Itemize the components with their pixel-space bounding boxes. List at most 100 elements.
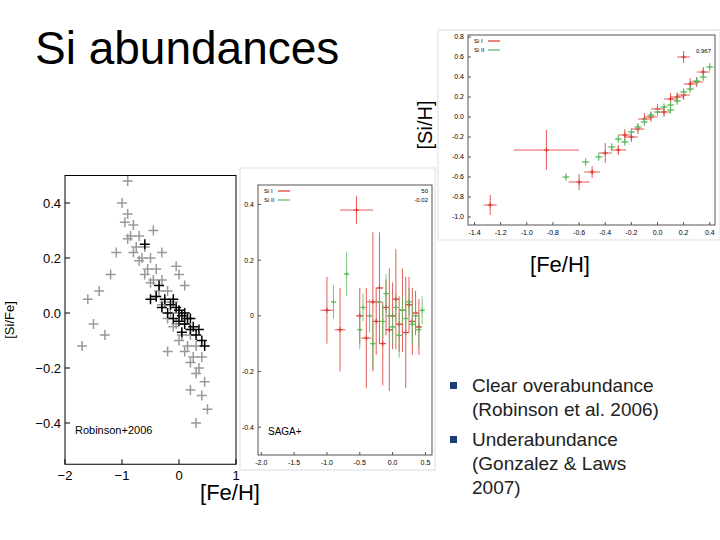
bullet-text: Underabundance (Gonzalez & Laws 2007): [472, 429, 626, 498]
x-tick-label: -0.2: [625, 229, 637, 236]
y-tick: [258, 427, 261, 428]
bullet-marker: [450, 382, 457, 389]
point: [146, 278, 156, 288]
point: [100, 330, 110, 340]
point: [203, 404, 213, 414]
point: [197, 352, 207, 362]
plot-frame: [258, 185, 432, 455]
legend-swatch: [488, 49, 500, 50]
legend-swatch: [278, 199, 290, 200]
chart-background: [438, 30, 720, 240]
y-axis-label: [Si/H]: [414, 101, 436, 150]
y-tick-label: 0.2: [244, 257, 254, 264]
y-tick: [468, 37, 471, 38]
y-tick: [468, 77, 471, 78]
x-tick-label: 0.5: [421, 459, 431, 466]
y-tick-label: 0.0: [454, 113, 464, 120]
point: [146, 253, 156, 263]
y-error-bar: [412, 288, 413, 355]
x-axis-label: [Fe/H]: [200, 480, 260, 505]
y-tick-label: 0.0: [43, 306, 61, 321]
x-tick: [474, 222, 475, 225]
y-tick-label: -0.2: [242, 368, 254, 375]
y-tick: [258, 315, 261, 316]
x-tick: [683, 222, 684, 225]
x-tick: [294, 452, 295, 455]
slide: Si abundances−2−1010.40.20.0−0.2−0.4Robi…: [0, 0, 720, 540]
point: [668, 108, 673, 113]
point: [596, 155, 601, 160]
point: [171, 261, 181, 271]
y-tick-label: 0.4: [454, 73, 464, 80]
point: [191, 369, 201, 379]
point: [324, 308, 329, 313]
series-1: [331, 252, 425, 369]
point: [380, 319, 385, 324]
x-tick: [326, 452, 327, 455]
point: [590, 170, 595, 175]
y-error-bar: [418, 299, 419, 355]
point: [629, 130, 634, 135]
point: [577, 180, 582, 185]
bullet-list: Clear overabundance (Robinson et al. 200…: [472, 374, 672, 506]
chart-2: -1.4-1.2-1.0-0.8-0.6-0.4-0.20.00.20.40.8…: [438, 30, 720, 240]
series-1: [562, 63, 714, 181]
y-tick: [468, 157, 471, 158]
legend-label: Si I: [264, 188, 273, 194]
point: [123, 176, 133, 186]
x-tick: [425, 452, 426, 455]
x-tick-label: -0.5: [354, 459, 366, 466]
point: [635, 125, 640, 130]
annotation: -0.02: [414, 197, 428, 203]
point: [200, 341, 210, 351]
x-tick-label: -1.5: [288, 459, 300, 466]
y-error-bar: [405, 277, 406, 388]
y-tick-label: 0.2: [43, 251, 61, 266]
point: [361, 305, 366, 310]
x-tick: [392, 452, 393, 455]
point: [134, 231, 144, 241]
slide-title: Si abundances: [35, 22, 339, 74]
x-tick: [526, 222, 527, 225]
point: [180, 347, 190, 357]
x-tick: [65, 459, 66, 464]
point: [583, 160, 588, 165]
point: [357, 327, 362, 332]
chart-1: -2.0-1.5-1.0-0.50.00.50.40.20-0.2-0.4Si …: [240, 168, 435, 470]
y-tick: [468, 197, 471, 198]
y-error-bar: [389, 269, 390, 391]
y-tick: [65, 203, 70, 204]
x-tick: [605, 222, 606, 225]
y-tick: [65, 423, 70, 424]
point: [707, 65, 712, 70]
y-error-bar: [395, 249, 396, 349]
point: [177, 327, 187, 337]
y-tick: [468, 97, 471, 98]
point: [410, 322, 415, 327]
chart-0: −2−1010.40.20.0−0.2−0.4Robinson+2006: [0, 168, 240, 483]
bullet-marker: [450, 436, 457, 443]
y-tick: [258, 204, 261, 205]
point: [83, 294, 93, 304]
x-tick-label: 0.2: [679, 229, 689, 236]
x-tick: [236, 459, 237, 464]
point: [111, 248, 121, 258]
point: [200, 377, 210, 387]
data-group: [484, 51, 714, 215]
point: [185, 385, 195, 395]
x-tick-label: -0.8: [547, 229, 559, 236]
x-tick-label: -0.4: [599, 229, 611, 236]
point: [407, 299, 412, 304]
chart-background: [0, 168, 240, 470]
y-error-bar: [409, 277, 410, 333]
point: [151, 292, 161, 302]
point: [397, 333, 402, 338]
point: [564, 175, 569, 180]
point: [367, 313, 372, 318]
y-tick: [258, 260, 261, 261]
x-tick: [179, 459, 180, 464]
point: [140, 239, 150, 249]
point: [157, 248, 167, 258]
y-tick-label: 0: [250, 312, 254, 319]
point: [681, 90, 686, 95]
